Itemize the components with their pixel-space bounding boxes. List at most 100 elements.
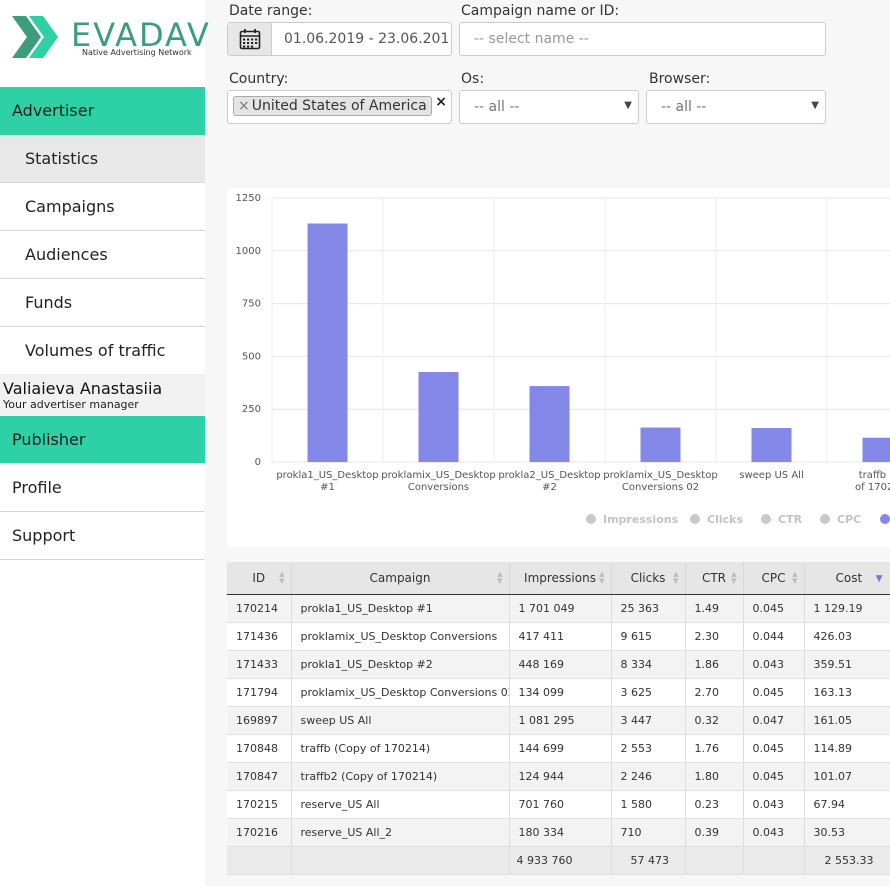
cell-id: 171436 (227, 622, 292, 651)
x-tick-label: proklamix_US_Desktop (381, 470, 495, 481)
calendar-button[interactable] (228, 23, 272, 55)
totals-row: 4 933 760 57 473 2 553.33 (227, 845, 890, 875)
col-header-campaign[interactable]: Campaign ▲ ▼ (291, 562, 510, 595)
clear-country-icon[interactable]: × (435, 94, 447, 110)
cell-ctr: 0.23 (685, 790, 744, 819)
cell-cost: 163.13 (804, 678, 890, 707)
table-row[interactable]: 170848 traffb (Copy of 170214) 144 699 2 55… (227, 734, 890, 763)
table-row[interactable]: 170847 traffb2 (Copy of 170214) 124 944 2 2… (227, 762, 890, 791)
col-header-cost[interactable]: Cost ▼ (804, 562, 890, 595)
bar (751, 427, 792, 462)
cell-clicks: 2 246 (611, 762, 686, 791)
cell-cost: 101.07 (804, 762, 890, 791)
y-tick-label: 750 (242, 299, 261, 310)
total-cell (685, 845, 744, 875)
cell-clicks: 9 615 (611, 622, 686, 651)
legend-marker (586, 514, 596, 524)
cell-impressions: 144 699 (509, 734, 612, 763)
cell-campaign: prokla1_US_Desktop #2 (291, 650, 510, 679)
cell-clicks: 710 (611, 818, 686, 847)
cell-campaign: reserve_US All_2 (291, 818, 510, 847)
col-header-impressions[interactable]: Impressions ▲ ▼ (509, 562, 612, 595)
cell-cpc: 0.043 (743, 650, 805, 679)
table-row[interactable]: 171794 proklamix_US_Desktop Conversions 0… (227, 678, 890, 707)
os-select[interactable]: -- all -- ▼ (459, 90, 639, 124)
nav-item-funds[interactable]: Funds (0, 279, 205, 327)
cell-cost: 114.89 (804, 734, 890, 763)
x-tick-label: prokla2_US_Desktop (498, 470, 600, 481)
legend-item: Clicks (707, 513, 743, 526)
table-row[interactable]: 170214 prokla1_US_Desktop #1 1 701 049 25 3… (227, 594, 890, 623)
legend-marker-active (880, 514, 890, 524)
table-row[interactable]: 170216 reserve_US All_2 180 334 710 0.39 0.04… (227, 818, 890, 847)
x-tick-label: of 170214) (855, 482, 890, 493)
date-range-value: 01.06.2019 - 23.06.2019 (284, 31, 449, 47)
table-row[interactable]: 171436 proklamix_US_Desktop Conversions 41… (227, 622, 890, 651)
legend-marker (761, 514, 771, 524)
cell-cpc: 0.045 (743, 762, 805, 791)
browser-select[interactable]: -- all -- ▼ (646, 90, 826, 124)
cell-impressions: 1 701 049 (509, 594, 612, 623)
nav-section-publisher[interactable]: Publisher (0, 416, 205, 463)
country-tag-label: United States of America (251, 98, 427, 114)
cell-campaign: prokla1_US_Desktop #1 (291, 594, 510, 623)
legend-marker (690, 514, 700, 524)
sort-icon: ▲ ▼ (673, 570, 679, 585)
cell-ctr: 1.76 (685, 734, 744, 763)
x-tick-label: prokla1_US_Desktop (276, 470, 378, 481)
nav-item-campaigns[interactable]: Campaigns (0, 183, 205, 231)
cell-cost: 30.53 (804, 818, 890, 847)
bar (640, 427, 681, 462)
date-range-field[interactable]: 01.06.2019 - 23.06.2019 (227, 22, 452, 56)
table-row[interactable]: 170215 reserve_US All 701 760 1 580 0.23 0.04… (227, 790, 890, 819)
nav-item-volumes-of-traffic[interactable]: Volumes of traffic (0, 327, 205, 375)
os-value: -- all -- (474, 99, 520, 115)
sort-icon: ▲ ▼ (497, 570, 503, 585)
campaign-select[interactable]: -- select name -- (459, 22, 826, 56)
table-row[interactable]: 171433 prokla1_US_Desktop #2 448 169 8 334 1… (227, 650, 890, 679)
total-impressions: 4 933 760 (509, 845, 612, 875)
nav-item-profile[interactable]: Profile (0, 464, 205, 512)
total-cost: 2 553.33 (804, 845, 890, 875)
legend-item: Impressions (603, 513, 679, 526)
cell-impressions: 180 334 (509, 818, 612, 847)
cell-cpc: 0.044 (743, 622, 805, 651)
bar (862, 437, 890, 462)
cell-clicks: 1 580 (611, 790, 686, 819)
remove-tag-icon[interactable]: × (238, 98, 250, 114)
col-header-id[interactable]: ID ▲ ▼ (227, 562, 292, 595)
y-tick-label: 500 (242, 351, 261, 362)
table-row[interactable]: 169897 sweep US All 1 081 295 3 447 0.32 0.04… (227, 706, 890, 735)
col-header-ctr[interactable]: CTR ▲ ▼ (685, 562, 744, 595)
y-tick-label: 250 (242, 404, 261, 415)
nav-section-advertiser[interactable]: Advertiser (0, 87, 205, 135)
calendar-icon (239, 29, 261, 50)
bar (418, 372, 459, 462)
cell-ctr: 2.30 (685, 622, 744, 651)
col-header-cpc[interactable]: CPC ▲ ▼ (743, 562, 805, 595)
nav-item-support[interactable]: Support (0, 512, 205, 560)
country-select[interactable]: × United States of America × (227, 90, 452, 124)
evadav-logo[interactable]: EVADAV Native Advertising Network (12, 14, 209, 64)
cell-id: 170215 (227, 790, 292, 819)
x-tick-label: traffb (Co (859, 470, 890, 481)
brand-tagline: Native Advertising Network (82, 48, 192, 57)
cell-campaign: sweep US All (291, 706, 510, 735)
cell-impressions: 448 169 (509, 650, 612, 679)
country-tag[interactable]: × United States of America (233, 96, 432, 116)
logo-chevrons-icon (12, 16, 58, 58)
chevron-down-icon: ▼ (811, 100, 819, 111)
cell-clicks: 25 363 (611, 594, 686, 623)
cell-campaign: proklamix_US_Desktop Conversions (291, 622, 510, 651)
cell-cost: 161.05 (804, 706, 890, 735)
nav-item-audiences[interactable]: Audiences (0, 231, 205, 279)
cell-id: 171433 (227, 650, 292, 679)
sort-icon: ▲ ▼ (599, 570, 605, 585)
nav-item-statistics[interactable]: Statistics (0, 135, 205, 183)
cell-cpc: 0.045 (743, 734, 805, 763)
cell-cpc: 0.043 (743, 790, 805, 819)
chevron-down-icon: ▼ (624, 100, 632, 111)
col-header-clicks[interactable]: Clicks ▲ ▼ (611, 562, 686, 595)
cell-cost: 67.94 (804, 790, 890, 819)
cell-ctr: 1.49 (685, 594, 744, 623)
